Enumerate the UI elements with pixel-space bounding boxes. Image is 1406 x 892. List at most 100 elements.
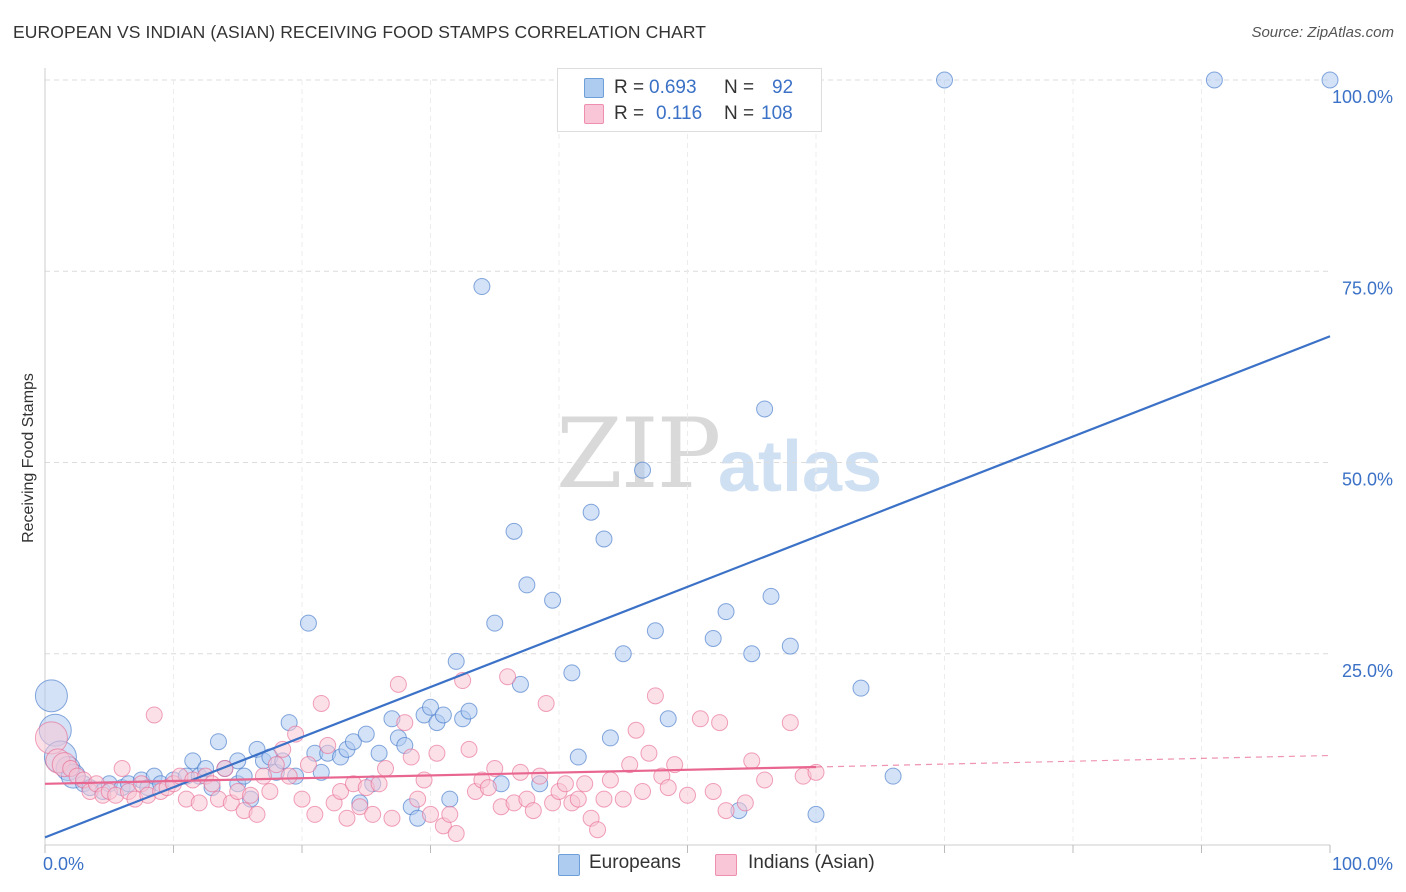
europeans-point <box>1205 71 1223 89</box>
indians-point <box>190 794 208 812</box>
indians-point <box>145 706 163 724</box>
indians-point <box>267 756 285 774</box>
x-tick-label: 100.0% <box>1332 854 1393 874</box>
europeans-point <box>370 744 388 762</box>
indians-point <box>261 782 279 800</box>
indians-point <box>666 756 684 774</box>
indians-point <box>441 805 459 823</box>
europeans-point <box>511 675 529 693</box>
indians-point <box>479 779 497 797</box>
europeans-point <box>434 706 452 724</box>
y-tick-label: 25.0% <box>1342 661 1393 681</box>
indians-point <box>428 744 446 762</box>
bottom-legend-label: Indians (Asian) <box>748 852 875 873</box>
indians-trend-extension <box>815 754 1331 768</box>
legend-r-label: R = <box>614 77 645 98</box>
europeans-point <box>646 622 664 640</box>
europeans-point <box>518 576 536 594</box>
indians-point <box>377 760 395 777</box>
europeans-point <box>781 637 799 655</box>
indians-point <box>248 805 266 823</box>
indians-point <box>383 809 401 827</box>
indians-point <box>807 763 825 781</box>
europeans-point <box>312 763 330 781</box>
europeans-point <box>659 710 677 728</box>
indians-point <box>589 821 607 839</box>
indians-point <box>646 687 664 705</box>
legend-swatch-indians <box>584 104 604 124</box>
indians-point <box>756 771 774 789</box>
indians-point <box>402 748 420 766</box>
bottom-legend-swatch-europeans <box>558 854 580 876</box>
europeans-point <box>601 729 619 747</box>
indians-point <box>409 790 427 808</box>
indians-point <box>351 798 369 816</box>
europeans-point <box>344 733 362 751</box>
indians-point <box>34 721 68 755</box>
bottom-legend-europeans: Europeans <box>556 851 706 877</box>
europeans-point <box>756 400 774 418</box>
europeans-point <box>473 278 491 296</box>
europeans-point <box>505 522 523 540</box>
bottom-legend-indians: Indians (Asian) <box>713 851 913 877</box>
indians-point <box>254 767 272 785</box>
europeans-point <box>235 767 253 785</box>
indians-point <box>743 752 761 770</box>
indians-point <box>614 790 632 808</box>
indians-trend-line <box>44 765 817 785</box>
bottom-legend-label: Europeans <box>589 852 681 873</box>
indians-point <box>711 714 729 732</box>
indians-point <box>389 675 407 693</box>
indians-point <box>781 714 799 732</box>
indians-point <box>306 805 324 823</box>
indians-point <box>634 782 652 800</box>
indians-point <box>312 694 330 712</box>
indians-point <box>524 802 542 820</box>
europeans-point <box>569 748 587 766</box>
indians-point <box>601 771 619 789</box>
europeans-point <box>582 503 600 521</box>
indians-point <box>338 809 356 827</box>
europeans-point <box>184 752 202 770</box>
indians-point <box>293 790 311 808</box>
indians-point <box>113 760 131 777</box>
legend-r-value: 0.693 <box>649 77 697 98</box>
indians-point <box>242 786 260 804</box>
legend-n-value: 92 <box>772 77 794 98</box>
indians-point <box>569 790 587 808</box>
europeans-point <box>460 702 478 720</box>
europeans-point <box>936 71 953 89</box>
europeans-point <box>762 587 780 605</box>
legend-n-label: N = <box>724 103 755 124</box>
y-tick-label: 50.0% <box>1342 470 1393 490</box>
europeans-point <box>614 645 632 663</box>
legend-row-europeans: R = 0.693 N = 92 <box>558 75 821 101</box>
europeans-point <box>743 645 761 663</box>
europeans-point <box>422 698 439 716</box>
chart-title: EUROPEAN VS INDIAN (ASIAN) RECEIVING FOO… <box>13 22 707 42</box>
indians-point <box>486 760 504 777</box>
y-tick-label: 75.0% <box>1342 278 1393 298</box>
europeans-point <box>1321 71 1339 89</box>
correlation-legend: R = 0.693 N = 92 R = 0.116 N = 108 <box>557 68 822 132</box>
legend-swatch-europeans <box>584 78 604 98</box>
legend-row-indians: R = 0.116 N = 108 <box>558 101 821 127</box>
indians-point <box>499 668 517 686</box>
europeans-point <box>357 725 375 743</box>
europeans-point <box>209 733 227 751</box>
indians-point <box>640 744 658 762</box>
indians-point <box>396 714 414 732</box>
indians-point <box>576 775 594 793</box>
europeans-point <box>852 679 870 697</box>
indians-point <box>280 767 298 785</box>
europeans-point <box>704 629 722 647</box>
x-tick-label: 0.0% <box>43 854 84 874</box>
europeans-point <box>884 767 902 785</box>
legend-n-label: N = <box>724 77 755 98</box>
legend-r-value: 0.116 <box>656 103 703 124</box>
indians-point <box>447 825 465 843</box>
watermark-atlas: atlas <box>718 427 883 507</box>
indians-point <box>621 756 639 774</box>
source-label: Source: ZipAtlas.com <box>1251 24 1394 41</box>
europeans-point <box>807 805 825 823</box>
